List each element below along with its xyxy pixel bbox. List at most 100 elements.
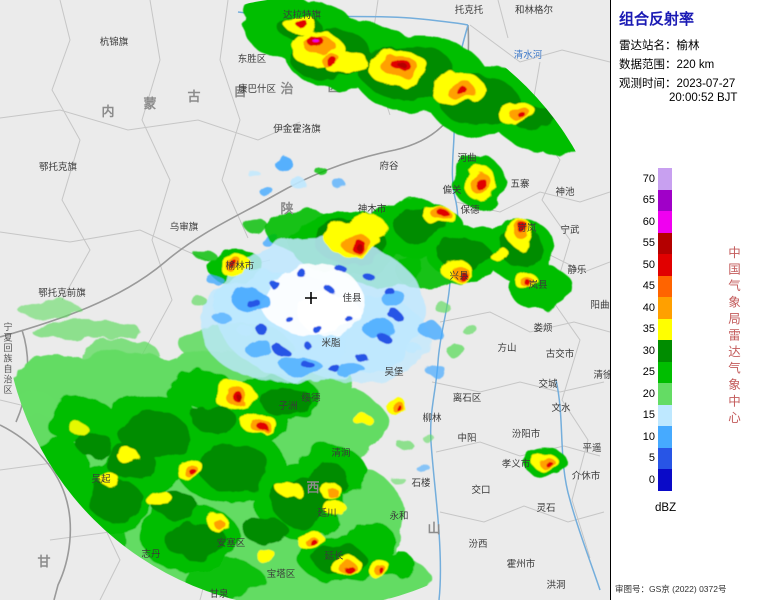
place-label: 阳曲 <box>590 300 609 311</box>
map-canvas: 自治区准格尔旗 内蒙古陕西山甘宁夏回族自治区达拉特旗托克托和林格尔清水河杭锦旗东… <box>0 0 613 600</box>
place-label: 古交市 <box>546 348 575 360</box>
echo-cell <box>458 89 470 97</box>
echo-cell <box>354 352 366 360</box>
echo-cell <box>228 260 238 268</box>
place-label: 石楼 <box>411 477 431 489</box>
echo-cell <box>424 436 436 444</box>
legend-row: 20 <box>635 383 672 405</box>
place-label: 文水 <box>551 402 571 414</box>
county-boundary-line <box>0 109 301 141</box>
legend-swatch <box>658 211 672 233</box>
echo-cell <box>311 37 317 41</box>
echo-cell <box>364 320 396 340</box>
place-label: 府谷 <box>379 160 399 172</box>
echo-cell <box>275 347 289 357</box>
echo-cell <box>528 283 534 289</box>
legend-value: 15 <box>642 409 655 422</box>
place-label: 汾阳市 <box>512 428 541 440</box>
echo-cell <box>238 398 244 402</box>
legend-swatch <box>658 297 672 319</box>
place-label: 东胜区 <box>238 53 267 65</box>
obs-time-value: 20:00:52 BJT <box>669 92 738 104</box>
dbz-unit-label: dBZ <box>655 502 677 514</box>
echo-cell <box>294 18 306 26</box>
echo-cell <box>397 440 413 450</box>
place-label: 娄烦 <box>533 322 553 334</box>
legend-value: 30 <box>642 344 655 357</box>
echo-cell <box>333 181 347 189</box>
dbz-color-scale: 70 65 60 55 50 45 40 35 30 25 20 15 10 5 0 <box>635 168 672 491</box>
place-label: 柳林 <box>422 412 442 424</box>
echo-cell <box>295 268 305 276</box>
echo-cell <box>346 317 354 323</box>
legend-row: 55 <box>635 232 672 254</box>
place-label: 绥德 <box>301 392 321 404</box>
echo-cell <box>381 570 387 576</box>
place-label: 宝塔区 <box>267 568 296 580</box>
region-label: 内 <box>101 104 114 119</box>
county-boundary-line <box>439 505 605 523</box>
echo-cell <box>255 548 275 562</box>
echo-cell <box>120 413 190 457</box>
echo-cell <box>207 275 223 285</box>
place-label: 保德 <box>460 204 480 216</box>
echo-cell <box>477 178 487 192</box>
place-label: 偏关 <box>442 184 462 196</box>
echo-cell <box>337 266 347 274</box>
agency-watermark: 中国气象局雷达气象中心 <box>726 246 740 428</box>
place-label: 榆林市 <box>226 260 255 272</box>
legend-row: 65 <box>635 189 672 211</box>
place-label: 神池 <box>555 186 575 198</box>
legend-row: 45 <box>635 275 672 297</box>
place-label: 岚县 <box>528 280 547 291</box>
place-label: 汾西 <box>468 539 487 550</box>
echo-cell <box>243 218 267 232</box>
echo-cell <box>213 313 231 323</box>
region-label: 古 <box>187 89 200 104</box>
place-label: 静乐 <box>567 264 587 276</box>
product-title: 组合反射率 <box>619 11 695 28</box>
echo-cell <box>263 190 277 200</box>
county-boundary-line <box>469 24 611 63</box>
radar-map: 自治区准格尔旗 内蒙古陕西山甘宁夏回族自治区达拉特旗托克托和林格尔清水河杭锦旗东… <box>0 0 613 600</box>
echo-cell <box>425 364 445 376</box>
place-label: 杭锦旗 <box>100 36 129 48</box>
legend-swatch <box>658 232 672 254</box>
place-label: 永和 <box>389 510 408 522</box>
place-label: 霍州市 <box>507 558 536 570</box>
radar-site-cross <box>305 292 317 304</box>
echo-cell <box>243 516 287 544</box>
place-label: 方山 <box>497 342 516 354</box>
reflectivity-echoes <box>4 0 585 600</box>
place-label: 介休市 <box>572 470 601 482</box>
echo-cell <box>245 297 259 307</box>
legend-row: 5 <box>635 447 672 469</box>
echo-cell <box>490 248 510 262</box>
echo-cell <box>391 476 405 484</box>
echo-cell <box>390 311 402 321</box>
echo-cell <box>350 215 386 237</box>
echo-cell <box>185 560 265 600</box>
echo-cell <box>456 270 466 278</box>
region-label: 西 <box>306 480 319 495</box>
echo-cell <box>355 244 363 250</box>
county-boundary-line <box>435 441 601 457</box>
legend-swatch <box>658 318 672 340</box>
echo-cell <box>237 325 253 335</box>
place-label: 达拉特旗 <box>283 9 322 21</box>
place-label: 乌审旗 <box>170 221 199 233</box>
echo-cell <box>310 540 318 546</box>
place-label: 宁武 <box>560 224 580 236</box>
place-label: 康巴什区 <box>238 83 277 95</box>
echo-cell <box>314 166 326 174</box>
county-boundary-line <box>51 0 91 301</box>
echo-cell <box>195 249 215 261</box>
place-label: 甘泉 <box>209 588 229 600</box>
legend-row: 30 <box>635 340 672 362</box>
echo-cell <box>395 404 401 410</box>
place-label: 平遥 <box>582 442 602 454</box>
echo-cell <box>518 222 528 234</box>
echo-cell <box>399 63 407 69</box>
legend-value: 65 <box>642 194 655 207</box>
